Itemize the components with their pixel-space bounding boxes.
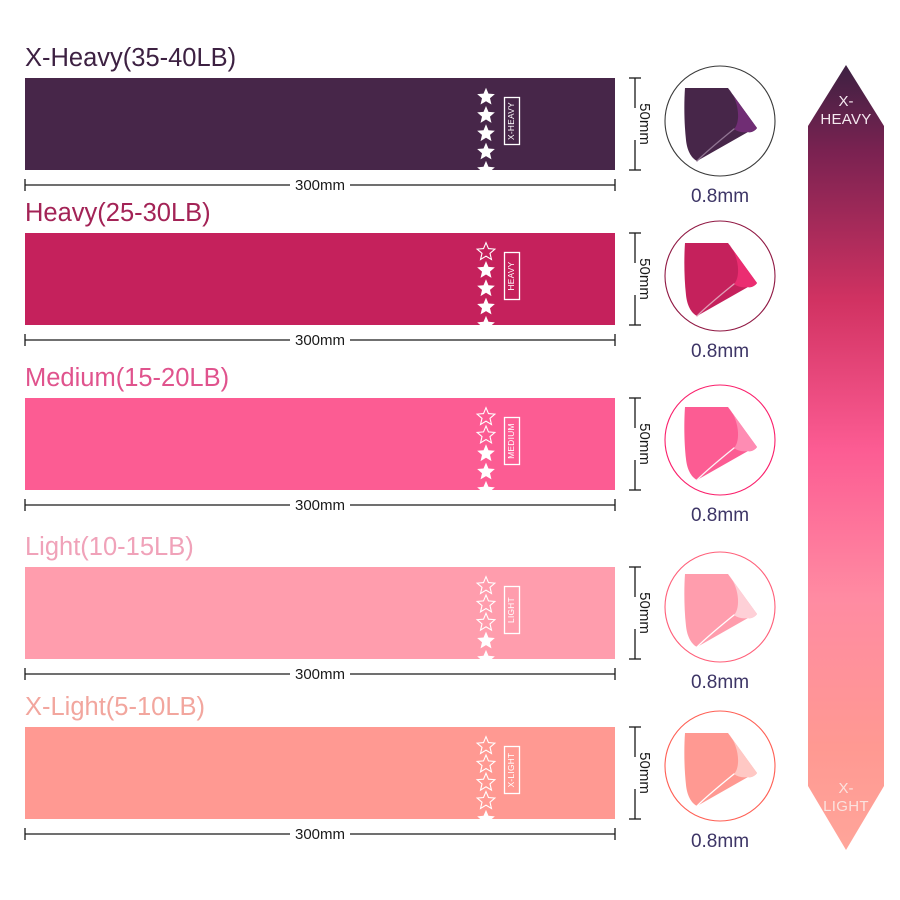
svg-text:300mm: 300mm: [295, 177, 345, 194]
svg-text:0.8mm: 0.8mm: [691, 186, 749, 207]
svg-text:50mm: 50mm: [636, 592, 653, 634]
svg-text:X-Heavy(35-40LB): X-Heavy(35-40LB): [25, 44, 236, 72]
svg-text:LIGHT: LIGHT: [506, 597, 516, 623]
svg-text:0.8mm: 0.8mm: [691, 831, 749, 852]
svg-text:300mm: 300mm: [295, 826, 345, 843]
svg-text:Medium(15-20LB): Medium(15-20LB): [25, 364, 229, 392]
svg-text:0.8mm: 0.8mm: [691, 341, 749, 362]
svg-text:50mm: 50mm: [636, 258, 653, 300]
svg-text:LIGHT: LIGHT: [823, 798, 869, 815]
svg-text:300mm: 300mm: [295, 497, 345, 514]
svg-text:Light(10-15LB): Light(10-15LB): [25, 533, 194, 561]
svg-text:50mm: 50mm: [636, 752, 653, 794]
svg-text:HEAVY: HEAVY: [820, 111, 871, 128]
svg-text:X-Light(5-10LB): X-Light(5-10LB): [25, 693, 205, 721]
svg-text:300mm: 300mm: [295, 332, 345, 349]
svg-text:0.8mm: 0.8mm: [691, 672, 749, 693]
svg-text:X-: X-: [839, 780, 854, 797]
svg-text:HEAVY: HEAVY: [506, 261, 516, 290]
svg-text:MEDIUM: MEDIUM: [506, 423, 516, 458]
svg-text:X-: X-: [839, 93, 854, 110]
svg-text:50mm: 50mm: [636, 103, 653, 145]
svg-text:X-LIGHT: X-LIGHT: [506, 753, 516, 788]
svg-text:0.8mm: 0.8mm: [691, 505, 749, 526]
svg-text:Heavy(25-30LB): Heavy(25-30LB): [25, 199, 211, 227]
svg-text:X-HEAVY: X-HEAVY: [506, 102, 516, 140]
svg-text:300mm: 300mm: [295, 666, 345, 683]
svg-text:50mm: 50mm: [636, 423, 653, 465]
